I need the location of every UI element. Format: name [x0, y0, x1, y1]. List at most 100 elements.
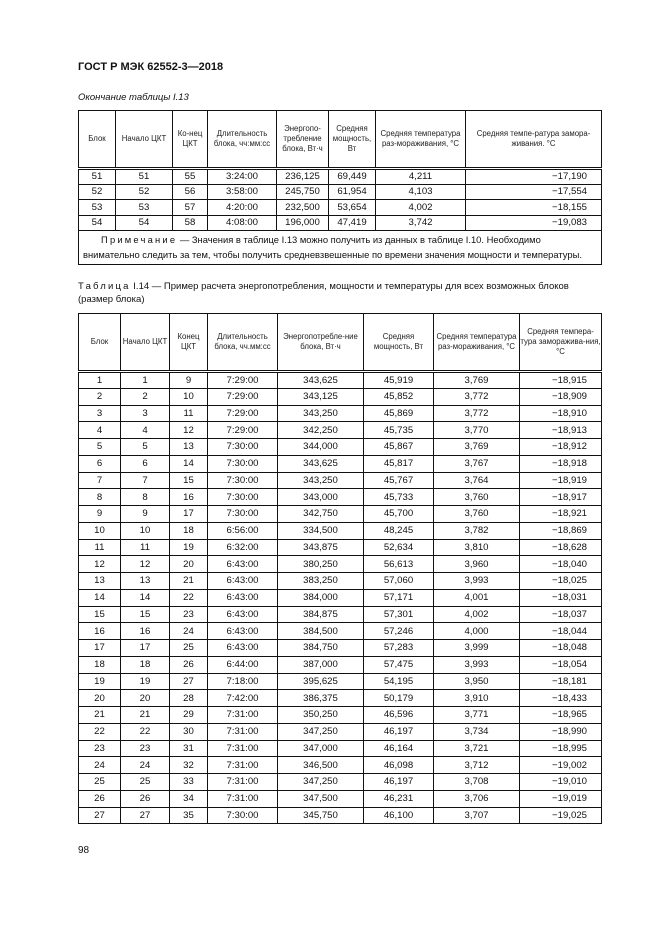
table-cell: 3,760 — [433, 505, 520, 523]
table-cell: 334,500 — [277, 521, 364, 540]
table-header-row: Блок Начало ЦКТ Ко-нец ЦКТ Длительность бло… — [78, 110, 602, 170]
table-cell: −19,019 — [519, 789, 602, 808]
table-cell: 343,250 — [277, 471, 364, 490]
table-cell: 22 — [78, 722, 121, 741]
table-cell: 9 — [169, 371, 208, 389]
table-cell: 6:44:00 — [207, 655, 278, 674]
table-cell: 3:24:00 — [207, 168, 277, 185]
table-cell: 395,625 — [277, 672, 364, 691]
table-cell: 28 — [169, 689, 208, 707]
table-cell: 46,596 — [363, 706, 434, 724]
table-cell: −18,040 — [519, 555, 602, 573]
table-cell: 9 — [120, 505, 170, 523]
table-cell: 33 — [169, 773, 208, 791]
table-cell: 20 — [120, 689, 170, 707]
table-cell: 7:30:00 — [207, 471, 278, 490]
table-cell: 7:30:00 — [207, 505, 278, 523]
caption-label: Таблица — [78, 281, 131, 292]
table-cell: 347,250 — [277, 773, 364, 791]
table-note: Примечание — Значения в таблице I.13 мож… — [78, 230, 602, 265]
table-row: 11 11 19 6:32:00 343,875 52,634 3,810 −18,628 — [78, 538, 602, 557]
table-cell: 384,875 — [277, 605, 364, 624]
table-cell: 6 — [120, 454, 170, 473]
table-cell: 343,125 — [277, 387, 364, 406]
table-cell: 27 — [120, 806, 170, 825]
table-cell: 342,250 — [277, 421, 364, 439]
table-cell: 51 — [78, 168, 116, 185]
table-cell: 52 — [78, 183, 116, 200]
table-cell: 7:30:00 — [207, 454, 278, 473]
table-cell: −18,025 — [519, 572, 602, 590]
table-cell: −18,990 — [519, 722, 602, 741]
column-header: Энергопо-требление блока, Вт·ч — [276, 110, 329, 170]
table-cell: 54,195 — [363, 672, 434, 691]
table-row: 12 12 20 6:43:00 380,250 56,613 3,960 −18,040 — [78, 555, 602, 573]
table-cell: 3,770 — [433, 421, 520, 439]
table-cell: 4:20:00 — [207, 199, 277, 216]
table-cell: 3,706 — [433, 789, 520, 808]
table-cell: 3,810 — [433, 538, 520, 557]
table-cell: 22 — [169, 588, 208, 607]
table-cell: 9 — [78, 505, 121, 523]
table-cell: −18,917 — [519, 488, 602, 506]
table-cell: 7:31:00 — [207, 773, 278, 791]
table-13: Блок Начало ЦКТ Ко-нец ЦКТ Длительность бло… — [78, 110, 602, 265]
caption-text: I.14 — Пример расчета энергопотребления,… — [78, 281, 569, 305]
table-cell: 11 — [169, 404, 208, 423]
table-row: 24 24 32 7:31:00 346,500 46,098 3,712 −19,002 — [78, 756, 602, 774]
column-header: Блок — [78, 313, 121, 373]
column-header: Ко-нец ЦКТ — [172, 110, 208, 170]
table-cell: 50,179 — [363, 689, 434, 707]
column-header: Длительность блока, чч.мм:сс — [207, 313, 278, 373]
table-cell: −18,048 — [519, 639, 602, 657]
table-14-caption: Таблица I.14 — Пример расчета энергопотр… — [78, 280, 602, 306]
table-cell: 17 — [78, 639, 121, 657]
table-cell: 4 — [120, 421, 170, 439]
column-header: Энергопотребле-ние блока, Вт·ч — [277, 313, 364, 373]
table-cell: 3,771 — [433, 706, 520, 724]
table-cell: 7:30:00 — [207, 438, 278, 456]
column-header: Средняя температура раз-мораживания, °С — [433, 313, 520, 373]
table-cell: 47,419 — [328, 214, 376, 231]
table-row: 1 1 9 7:29:00 343,625 45,919 3,769 −18,915 — [78, 371, 602, 389]
table-cell: 343,875 — [277, 538, 364, 557]
table-cell: 3,910 — [433, 689, 520, 707]
table-cell: 343,250 — [277, 404, 364, 423]
table-cell: −18,915 — [519, 371, 602, 389]
table-cell: 57,246 — [363, 622, 434, 640]
table-cell: 13 — [78, 572, 121, 590]
table-cell: 384,000 — [277, 588, 364, 607]
table-row: 27 27 35 7:30:00 345,750 46,100 3,707 −19,025 — [78, 806, 602, 825]
table-cell: 7:31:00 — [207, 739, 278, 758]
table-cell: 6:43:00 — [207, 605, 278, 624]
table-cell: 3,950 — [433, 672, 520, 691]
table-cell: 6:43:00 — [207, 555, 278, 573]
table-cell: 24 — [169, 622, 208, 640]
table-cell: 2 — [78, 387, 121, 406]
table-cell: 24 — [120, 756, 170, 774]
table-cell: 14 — [78, 588, 121, 607]
table-cell: 7 — [120, 471, 170, 490]
table-cell: −17,554 — [465, 183, 602, 200]
table-cell: −18,181 — [519, 672, 602, 691]
table-cell: 25 — [120, 773, 170, 791]
table-cell: 7:18:00 — [207, 672, 278, 691]
table-cell: 386,375 — [277, 689, 364, 707]
table-cell: 57,301 — [363, 605, 434, 624]
table-cell: −19,002 — [519, 756, 602, 774]
table-cell: 56,613 — [363, 555, 434, 573]
table-note-row: Примечание — Значения в таблице I.13 мож… — [78, 230, 602, 265]
table-cell: 7:31:00 — [207, 722, 278, 741]
table-row: 5 5 13 7:30:00 344,000 45,867 3,769 −18,912 — [78, 438, 602, 456]
table-cell: 3,772 — [433, 387, 520, 406]
table-cell: −18,628 — [519, 538, 602, 557]
table-cell: 46,100 — [363, 806, 434, 825]
table-cell: 27 — [78, 806, 121, 825]
table-cell: −18,918 — [519, 454, 602, 473]
table-cell: −18,910 — [519, 404, 602, 423]
table-cell: 45,767 — [363, 471, 434, 490]
table-cell: 46,197 — [363, 722, 434, 741]
table-cell: −18,919 — [519, 471, 602, 490]
table-cell: 10 — [169, 387, 208, 406]
table-cell: 54 — [115, 214, 173, 231]
